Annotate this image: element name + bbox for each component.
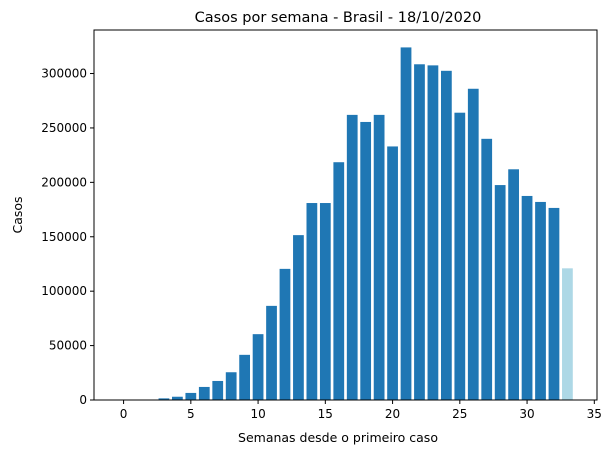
x-tick-label: 20 [385, 407, 400, 421]
bar-week-28 [495, 185, 506, 400]
plot-frame [94, 30, 597, 400]
y-tick-label: 300000 [41, 67, 87, 81]
bar-week-24 [441, 71, 452, 400]
bar-week-22 [414, 64, 425, 400]
y-tick-label: 50000 [49, 339, 87, 353]
bar-week-26 [468, 89, 479, 400]
bar-week-21 [401, 47, 412, 400]
bar-week-5 [185, 393, 196, 400]
x-tick-label: 5 [187, 407, 195, 421]
bar-week-23 [428, 65, 439, 400]
bar-week-10 [253, 334, 264, 400]
x-tick-label: 10 [250, 407, 265, 421]
x-tick-label: 0 [120, 407, 128, 421]
bar-week-30 [522, 196, 533, 400]
bar-week-9 [239, 355, 250, 400]
x-tick-label: 35 [587, 407, 602, 421]
bar-week-27 [481, 139, 492, 400]
bar-week-31 [535, 202, 546, 400]
x-axis-label: Semanas desde o primeiro caso [238, 430, 438, 445]
bar-week-25 [454, 113, 465, 400]
y-tick-label: 0 [79, 393, 87, 407]
bar-week-12 [280, 269, 291, 400]
bar-week-20 [387, 146, 398, 400]
bar-week-6 [199, 387, 210, 400]
bar-week-7 [212, 381, 223, 400]
bar-week-14 [306, 203, 317, 400]
bar-week-15 [320, 203, 331, 400]
chart-title: Casos por semana - Brasil - 18/10/2020 [195, 10, 482, 26]
y-tick-label: 250000 [41, 121, 87, 135]
bars-group [118, 47, 573, 400]
bar-week-29 [508, 169, 519, 400]
x-axis-ticks: 0 5 10 15 20 25 30 35 [120, 400, 602, 421]
bar-week-33 [562, 268, 573, 400]
x-tick-label: 15 [318, 407, 333, 421]
bar-week-32 [549, 208, 560, 400]
x-tick-label: 25 [452, 407, 467, 421]
y-axis-ticks: 0 50000 100000 150000 200000 250000 300000 [41, 67, 94, 407]
bar-week-8 [226, 372, 237, 400]
bar-week-16 [333, 162, 344, 400]
bar-week-18 [360, 122, 371, 400]
bar-week-17 [347, 115, 358, 400]
y-axis-label: Casos [10, 196, 25, 233]
y-tick-label: 100000 [41, 284, 87, 298]
bar-week-11 [266, 306, 277, 400]
bar-week-19 [374, 115, 385, 400]
x-tick-label: 30 [519, 407, 534, 421]
bar-week-13 [293, 235, 304, 400]
y-tick-label: 200000 [41, 175, 87, 189]
y-tick-label: 150000 [41, 230, 87, 244]
